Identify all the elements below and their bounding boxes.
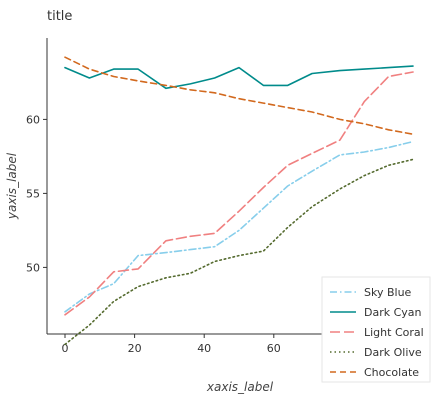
x-tick-label: 40: [197, 342, 211, 355]
y-axis-label: yaxis_label: [5, 152, 19, 220]
series-lines: [64, 56, 414, 346]
x-axis-label: xaxis_label: [206, 380, 274, 394]
y-tick-label: 55: [26, 187, 40, 200]
legend-label-dark-cyan: Dark Cyan: [364, 306, 422, 319]
series-line-sky-blue: [64, 140, 414, 313]
x-tick-label: 0: [62, 342, 69, 355]
y-tick-label: 50: [26, 261, 40, 274]
legend-label-light-coral: Light Coral: [364, 326, 424, 339]
series-line-chocolate: [64, 56, 414, 135]
legend-label-chocolate: Chocolate: [364, 366, 419, 379]
y-tick-label: 60: [26, 113, 40, 126]
legend-label-dark-olive: Dark Olive: [364, 346, 422, 359]
series-line-light-coral: [64, 71, 414, 316]
x-tick-label: 60: [267, 342, 281, 355]
series-line-dark-olive: [64, 158, 414, 346]
legend-label-sky-blue: Sky Blue: [364, 286, 412, 299]
legend-box: [321, 276, 431, 383]
legend: Sky Blue Dark Cyan Light Coral Dark Olive Ch…: [321, 276, 431, 383]
x-tick-label: 20: [128, 342, 142, 355]
chart-title: title: [47, 9, 72, 24]
series-line-dark-cyan: [64, 65, 414, 90]
